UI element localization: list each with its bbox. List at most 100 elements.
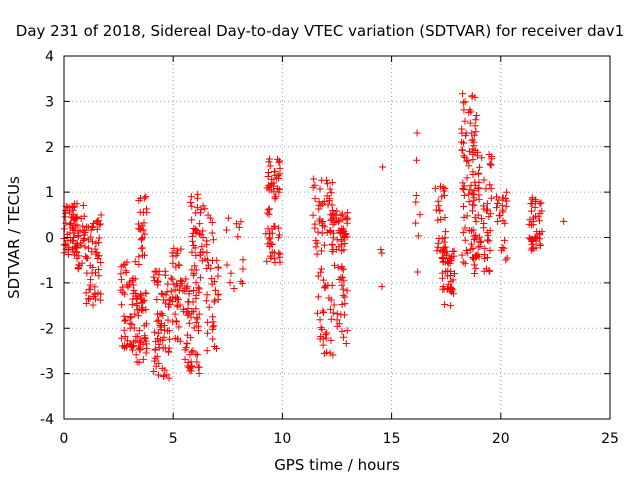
data-point: [335, 217, 343, 225]
data-point: [458, 146, 466, 154]
data-point: [461, 224, 469, 232]
data-point: [77, 241, 85, 249]
data-point: [209, 313, 217, 321]
data-point: [317, 324, 325, 332]
data-point: [498, 243, 506, 251]
data-point: [120, 326, 128, 334]
data-point: [468, 145, 476, 153]
data-point: [188, 202, 196, 210]
data-point: [211, 296, 219, 304]
data-point: [314, 228, 322, 236]
data-point: [314, 309, 322, 317]
data-point: [458, 129, 466, 137]
data-point: [468, 253, 476, 261]
data-point: [141, 194, 149, 202]
data-point: [155, 271, 163, 279]
data-point: [312, 243, 320, 251]
data-point: [122, 316, 130, 324]
data-point: [162, 271, 170, 279]
data-point: [436, 182, 444, 190]
data-point: [119, 283, 127, 291]
data-point: [327, 189, 335, 197]
data-point: [485, 266, 493, 274]
data-point: [485, 213, 493, 221]
data-point: [161, 344, 169, 352]
data-point: [131, 258, 139, 266]
data-point: [472, 128, 480, 136]
data-point: [264, 206, 272, 214]
data-point: [445, 280, 453, 288]
data-point: [275, 158, 283, 166]
data-point: [88, 238, 96, 246]
data-point: [496, 211, 504, 219]
data-point: [171, 310, 179, 318]
data-point: [461, 236, 469, 244]
data-point: [474, 185, 482, 193]
data-point: [85, 236, 93, 244]
data-point: [189, 347, 197, 355]
data-point: [117, 270, 125, 278]
data-point: [445, 259, 453, 267]
data-point: [536, 241, 544, 249]
data-point: [142, 193, 150, 201]
data-point: [472, 264, 480, 272]
data-point: [431, 184, 439, 192]
y-tick-label: 3: [45, 94, 54, 110]
data-point: [154, 335, 162, 343]
data-point: [315, 198, 323, 206]
data-point: [212, 344, 220, 352]
data-point: [264, 240, 272, 248]
data-point: [118, 301, 126, 309]
data-point: [444, 267, 452, 275]
data-point: [209, 335, 217, 343]
data-point: [314, 293, 322, 301]
data-point: [187, 367, 195, 375]
data-point: [79, 222, 87, 230]
data-point: [331, 261, 339, 269]
data-point: [465, 198, 473, 206]
data-point: [158, 290, 166, 298]
data-point: [79, 202, 87, 210]
data-point: [157, 325, 165, 333]
data-point: [174, 249, 182, 257]
data-point: [151, 345, 159, 353]
data-point: [442, 243, 450, 251]
data-point: [262, 230, 270, 238]
data-point: [319, 341, 327, 349]
y-tick-label: 0: [45, 231, 54, 247]
data-point: [469, 149, 477, 157]
x-tick-label: 25: [601, 431, 619, 447]
data-point: [94, 266, 102, 274]
data-point: [235, 223, 243, 231]
data-point: [208, 218, 216, 226]
data-point: [189, 229, 197, 237]
data-point: [318, 176, 326, 184]
data-point: [151, 277, 159, 285]
data-point: [95, 272, 103, 280]
data-point: [471, 93, 479, 101]
data-point: [460, 203, 468, 211]
data-point: [190, 242, 198, 250]
data-point: [133, 302, 141, 310]
data-point: [203, 241, 211, 249]
data-point: [501, 236, 509, 244]
data-point: [168, 275, 176, 283]
data-point: [472, 231, 480, 239]
data-point: [443, 252, 451, 260]
data-point: [483, 229, 491, 237]
data-point: [210, 322, 218, 330]
data-point: [449, 290, 457, 298]
data-point: [169, 318, 177, 326]
data-point: [472, 116, 480, 124]
data-point: [155, 344, 163, 352]
data-point: [139, 355, 147, 363]
data-point: [192, 226, 200, 234]
data-point: [465, 226, 473, 234]
data-point: [87, 226, 95, 234]
data-point: [96, 296, 104, 304]
data-point: [342, 340, 350, 348]
data-point: [176, 301, 184, 309]
data-point: [153, 295, 161, 303]
data-point: [195, 327, 203, 335]
data-point: [187, 193, 195, 201]
